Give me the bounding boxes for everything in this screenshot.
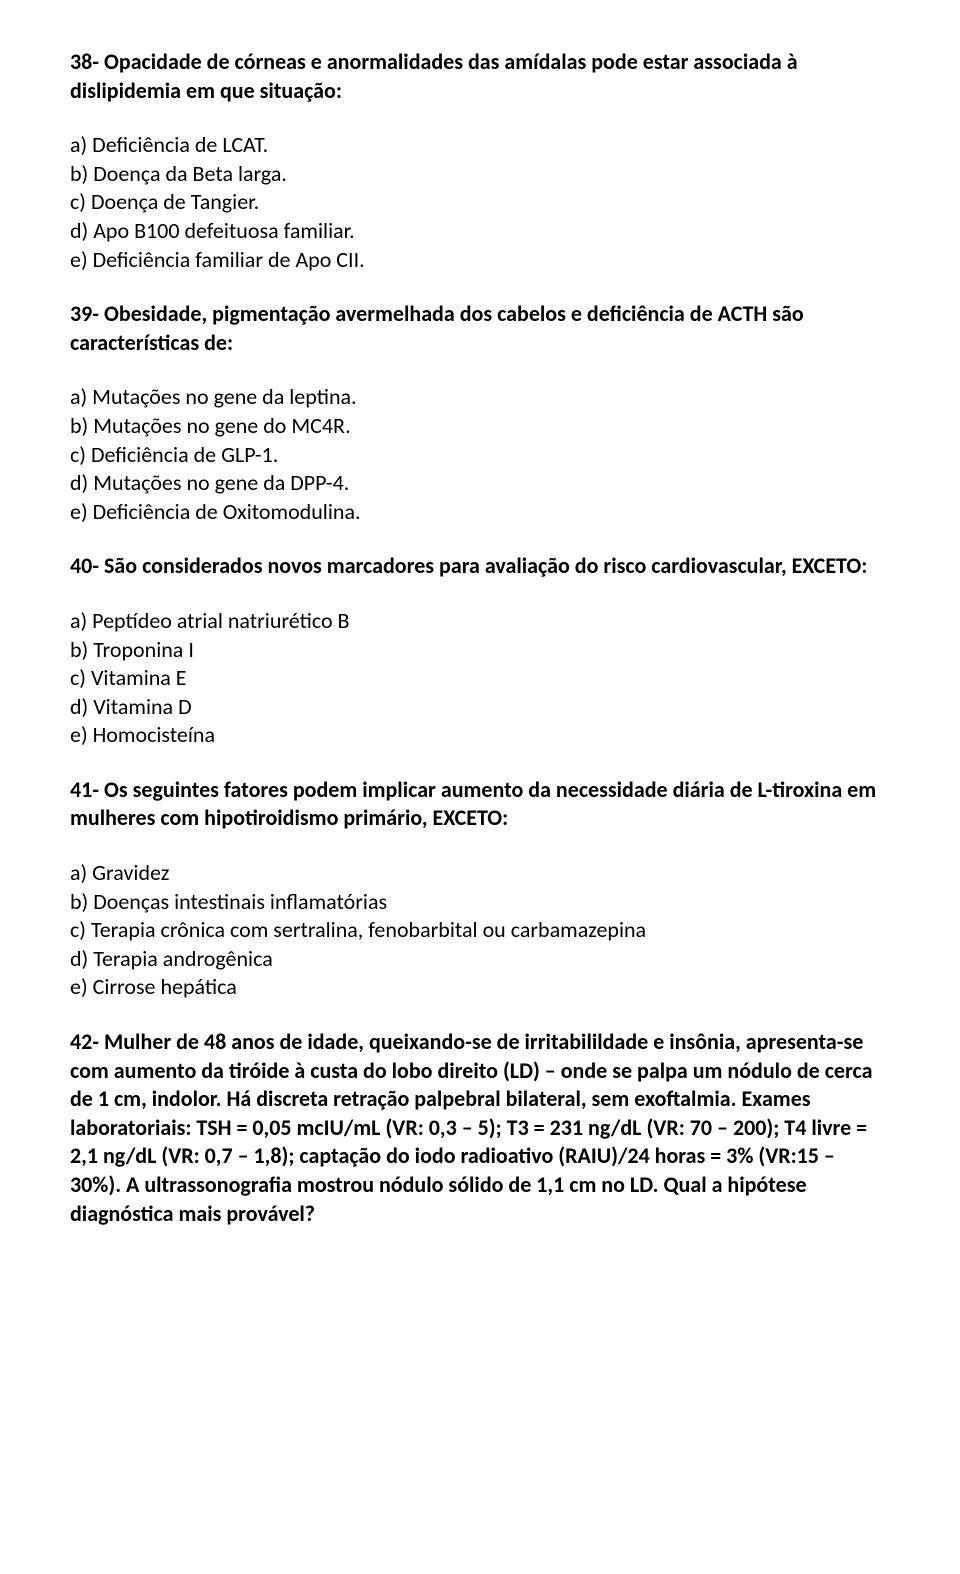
question-40-options: a) Peptídeo atrial natriurético B b) Tro… <box>70 607 890 750</box>
q40-option-d: d) Vitamina D <box>70 693 890 722</box>
q40-option-e: e) Homocisteína <box>70 721 890 750</box>
q39-option-c: c) Deficiência de GLP-1. <box>70 441 890 470</box>
question-41-stem: 41- Os seguintes fatores podem implicar … <box>70 776 890 833</box>
question-42-stem: 42- Mulher de 48 anos de idade, queixand… <box>70 1028 890 1228</box>
q40-option-b: b) Troponina I <box>70 636 890 665</box>
q38-option-c: c) Doença de Tangier. <box>70 188 890 217</box>
q40-option-a: a) Peptídeo atrial natriurético B <box>70 607 890 636</box>
q38-option-e: e) Deficiência familiar de Apo CII. <box>70 246 890 275</box>
q39-option-b: b) Mutações no gene do MC4R. <box>70 412 890 441</box>
q38-option-d: d) Apo B100 defeituosa familiar. <box>70 217 890 246</box>
q40-option-c: c) Vitamina E <box>70 664 890 693</box>
q38-option-b: b) Doença da Beta larga. <box>70 160 890 189</box>
question-38-options: a) Deficiência de LCAT. b) Doença da Bet… <box>70 131 890 274</box>
q39-option-e: e) Deficiência de Oxitomodulina. <box>70 498 890 527</box>
question-41-options: a) Gravidez b) Doenças intestinais infla… <box>70 859 890 1002</box>
q38-option-a: a) Deficiência de LCAT. <box>70 131 890 160</box>
q39-option-a: a) Mutações no gene da leptina. <box>70 383 890 412</box>
question-39-options: a) Mutações no gene da leptina. b) Mutaç… <box>70 383 890 526</box>
q41-option-a: a) Gravidez <box>70 859 890 888</box>
q41-option-d: d) Terapia androgênica <box>70 945 890 974</box>
question-39-stem: 39- Obesidade, pigmentação avermelhada d… <box>70 300 890 357</box>
question-38-stem: 38- Opacidade de córneas e anormalidades… <box>70 48 890 105</box>
question-40-stem: 40- São considerados novos marcadores pa… <box>70 552 890 581</box>
q41-option-c: c) Terapia crônica com sertralina, fenob… <box>70 916 890 945</box>
q39-option-d: d) Mutações no gene da DPP-4. <box>70 469 890 498</box>
q41-option-b: b) Doenças intestinais inflamatórias <box>70 888 890 917</box>
q41-option-e: e) Cirrose hepática <box>70 973 890 1002</box>
